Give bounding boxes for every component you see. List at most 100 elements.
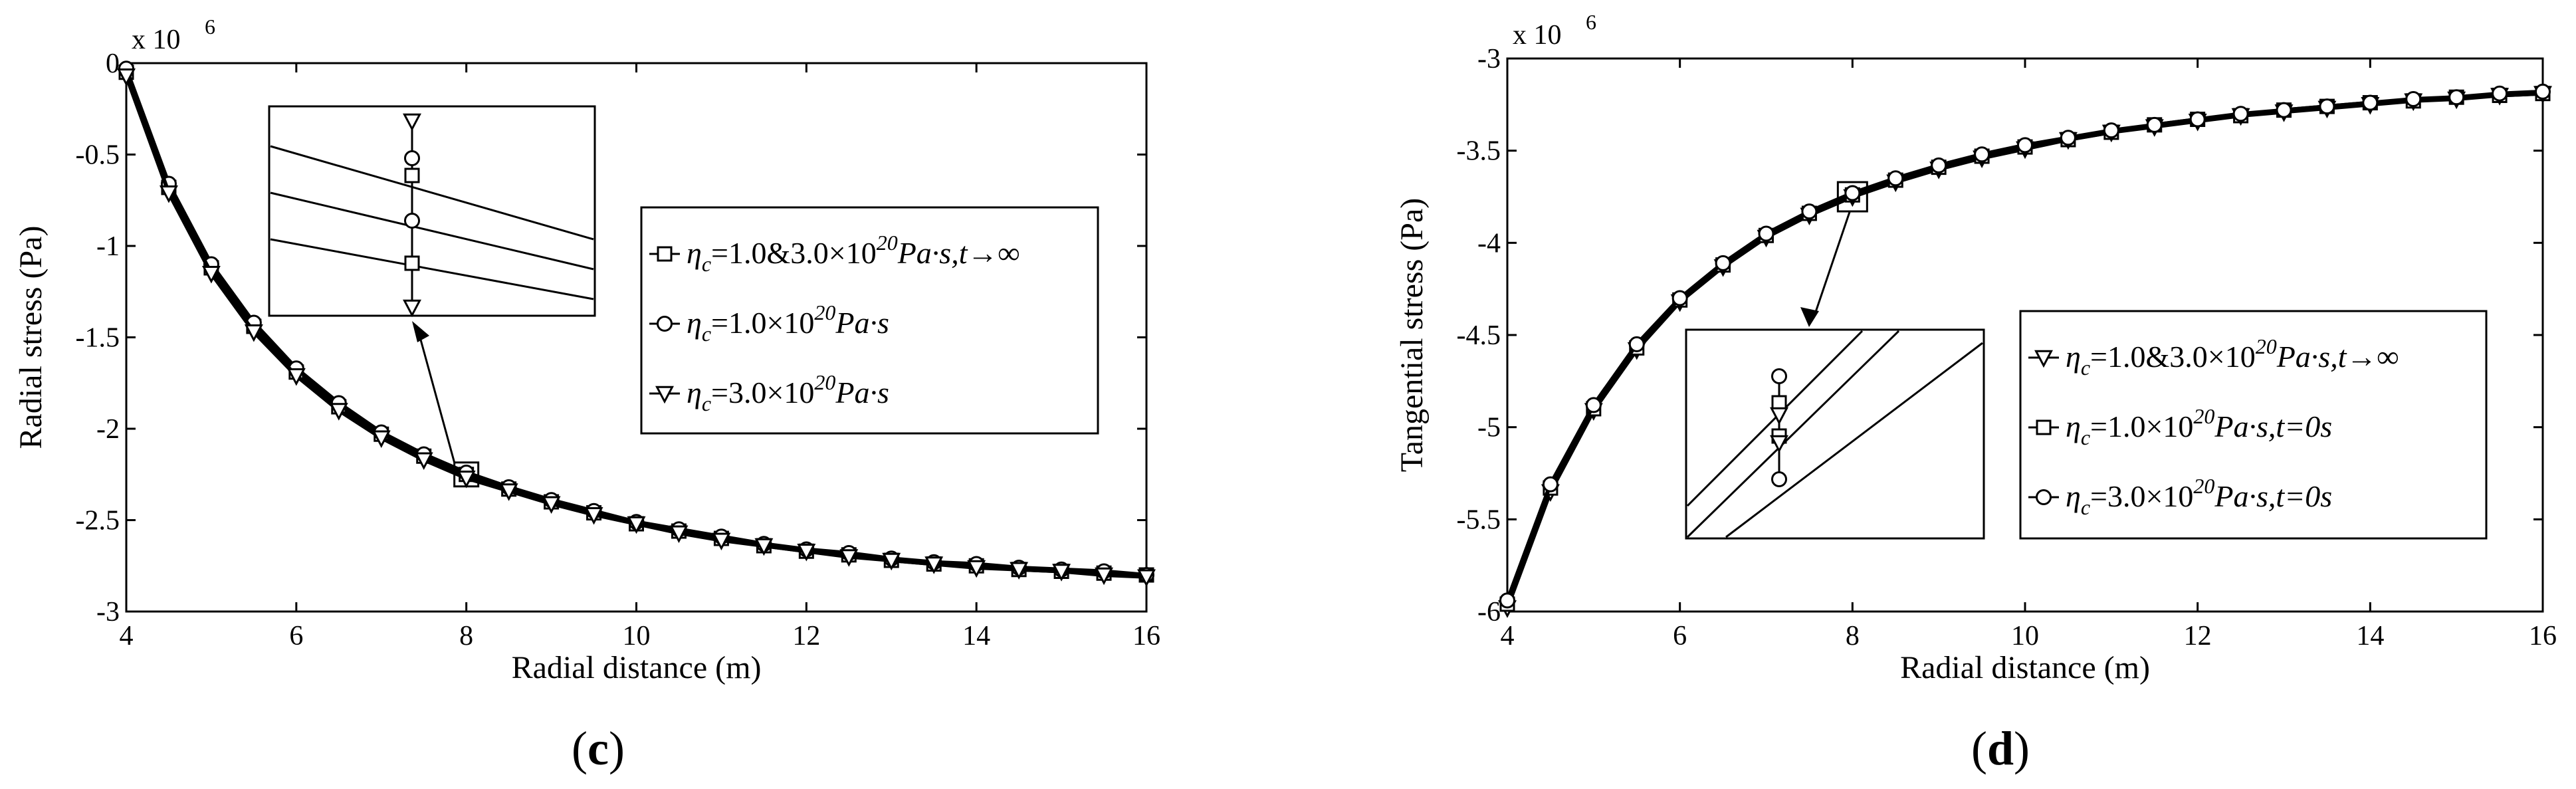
- x-tick-label: 4: [120, 621, 134, 651]
- legend-label: ηc=3.0×1020Pa·s: [687, 370, 889, 415]
- y-tick-label: -1: [96, 231, 120, 262]
- data-point: [1715, 255, 1731, 271]
- y-tick-label: -1.5: [76, 323, 120, 354]
- zoom-marker: [404, 168, 420, 183]
- data-point: [627, 516, 646, 534]
- zoom-arrow-line: [416, 327, 456, 463]
- y-tick-label: -3.5: [1457, 136, 1501, 167]
- legend-marker: [2034, 350, 2053, 368]
- y-axis-label: Tangential stress (Pa): [1394, 198, 1430, 473]
- legend-label: ηc=3.0×1020Pa·s,t=0s: [2066, 474, 2332, 519]
- zoom-marker: [1771, 368, 1787, 384]
- data-point: [1010, 562, 1029, 580]
- data-point: [2319, 98, 2335, 115]
- data-point: [2362, 94, 2379, 111]
- zoom-arrowhead: [412, 321, 429, 342]
- zoom-curve-line: [270, 191, 594, 271]
- data-point: [244, 324, 263, 342]
- panel-label: (c): [572, 722, 625, 775]
- zoom-curve-line: [270, 145, 594, 241]
- y-tick-label: -3: [1477, 44, 1501, 74]
- zoom-marker: [403, 113, 421, 132]
- data-point: [2232, 106, 2249, 122]
- chart-d: 4 6 8 10 12 14 16 -3 -3.5 -4 -4.5 -5 -5.5 -6 x 10 6 Radi…: [1394, 10, 2557, 775]
- data-point: [967, 560, 986, 578]
- data-point: [457, 470, 476, 489]
- data-point: [2103, 122, 2119, 139]
- panel-label: (d): [1971, 722, 2030, 775]
- data-point: [839, 549, 859, 567]
- data-point: [1628, 336, 1645, 352]
- legend-box: [640, 206, 1099, 435]
- axis-exponent-label: x 10: [1513, 20, 1562, 51]
- data-point: [286, 368, 306, 386]
- legend-marker: [657, 246, 673, 262]
- axis-exponent-power: 6: [1586, 10, 1596, 34]
- data-point: [542, 496, 561, 514]
- zoom-curve-line: [1725, 342, 1983, 538]
- data-point: [1499, 592, 1515, 609]
- y-tick-label: -4: [1477, 228, 1501, 259]
- y-tick-label: -2.5: [76, 506, 120, 536]
- zoom-marker: [404, 150, 420, 166]
- data-point: [499, 483, 518, 501]
- x-tick-label: 12: [2184, 621, 2212, 651]
- data-point: [1095, 567, 1114, 586]
- zoom-inset-lines: [1686, 330, 1983, 538]
- x-tick-label: 8: [459, 621, 473, 651]
- zoom-inset-lines: [270, 113, 594, 318]
- zoom-marker: [404, 255, 420, 271]
- data-point: [1974, 146, 1990, 163]
- data-point: [882, 552, 901, 571]
- y-tick-label: 0: [106, 49, 120, 79]
- data-point: [1887, 170, 1904, 187]
- y-axis-label: Radial stress (Pa): [13, 226, 49, 449]
- data-point: [1137, 569, 1156, 588]
- data-point: [2492, 85, 2508, 102]
- zoom-marker: [1770, 435, 1788, 453]
- x-tick-label: 10: [623, 621, 651, 651]
- legend-entry: ηc=1.0&3.0×1020Pa·s,t→∞: [649, 231, 1020, 276]
- legend-label: ηc=1.0&3.0×1020Pa·s,t→∞: [2066, 334, 2399, 380]
- x-axis-label: Radial distance (m): [512, 650, 762, 685]
- data-point: [2405, 91, 2422, 108]
- x-tick-label: 6: [289, 621, 303, 651]
- data-point: [2448, 89, 2465, 106]
- y-tick-label: -5.5: [1457, 505, 1501, 535]
- legend-label: ηc=1.0&3.0×1020Pa·s,t→∞: [687, 231, 1020, 276]
- zoom-marker: [404, 213, 420, 229]
- series-triangle-down: [117, 68, 1156, 588]
- legend-label: ηc=1.0×1020Pa·s,t=0s: [2066, 404, 2332, 449]
- data-point: [584, 507, 603, 525]
- y-tick-label: -2: [96, 414, 120, 445]
- axis-exponent-power: 6: [205, 15, 215, 39]
- data-point: [797, 543, 816, 562]
- y-tick-label: -3: [96, 597, 120, 627]
- data-point: [2535, 83, 2551, 100]
- data-point: [2060, 130, 2076, 146]
- series-circle: [1499, 83, 2551, 609]
- legend-box: [2019, 310, 2488, 540]
- legend-label: ηc=1.0×1020Pa·s: [687, 300, 889, 346]
- data-point: [414, 452, 433, 471]
- data-point: [159, 185, 178, 203]
- data-point: [117, 68, 136, 86]
- data-point: [1585, 397, 1602, 413]
- data-point: [1671, 290, 1688, 306]
- data-point: [1758, 225, 1774, 242]
- zoom-curve-line: [270, 238, 594, 300]
- zoom-target-box: [1836, 181, 1868, 213]
- data-point: [2189, 111, 2206, 128]
- legend-marker: [655, 386, 674, 404]
- x-tick-label: 14: [962, 621, 990, 651]
- legend-entry: ηc=3.0×1020Pa·s,t=0s: [2028, 474, 2332, 519]
- data-point: [1931, 157, 1947, 173]
- zoom-curve-line: [1686, 330, 1864, 507]
- data-point: [2276, 102, 2292, 118]
- data-point: [712, 532, 731, 551]
- data-point: [754, 538, 774, 556]
- x-axis-label: Radial distance (m): [1900, 650, 2150, 685]
- zoom-arrowhead: [1800, 307, 1819, 327]
- y-tick-label: -4.5: [1457, 320, 1501, 351]
- axis-exponent-label: x 10: [132, 25, 181, 55]
